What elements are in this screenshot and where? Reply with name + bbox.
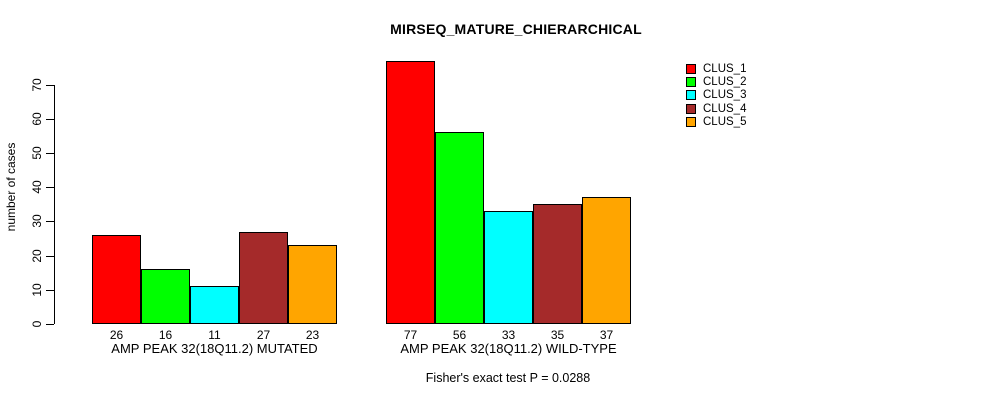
bar-value-label: 11 [208, 328, 221, 342]
bar-clus_4-group1 [239, 231, 288, 324]
bar-clus_2-group1 [141, 269, 190, 324]
bar-value-label: 56 [452, 328, 467, 342]
group-axis-label: AMP PEAK 32(18Q11.2) MUTATED [111, 341, 318, 356]
y-axis-title: number of cases [4, 142, 18, 232]
legend-label: CLUS_2 [703, 76, 747, 89]
y-axis-tick-mark [46, 84, 54, 86]
y-axis-tick-label: 30 [30, 214, 44, 229]
legend-swatch-icon [686, 117, 696, 128]
y-axis-tick-mark [46, 118, 54, 120]
fisher-test-annotation: Fisher's exact test P = 0.0288 [425, 371, 591, 385]
bar-value-label: 16 [158, 328, 173, 342]
bar-value-label: 35 [550, 328, 565, 342]
y-axis-tick-label: 10 [30, 283, 44, 297]
chart-title: MIRSEQ_MATURE_CHIERARCHICAL [390, 21, 642, 37]
y-axis-tick-mark [46, 153, 54, 154]
y-axis-tick-label: 70 [30, 77, 44, 92]
legend-label: CLUS_5 [703, 116, 747, 129]
legend: CLUS_1 CLUS_2 CLUS_3 CLUS_4 CLUS_5 [686, 62, 746, 129]
bar-clus_2-group2 [435, 132, 484, 324]
y-axis-tick-label: 40 [30, 180, 44, 194]
bar-clus_1-group1 [92, 235, 141, 324]
legend-label: CLUS_4 [703, 102, 747, 115]
legend-item: CLUS_2 [686, 75, 746, 88]
bar-value-label: 33 [501, 328, 516, 342]
bar-clus_4-group2 [533, 204, 582, 324]
bar-clus_5-group2 [582, 197, 631, 324]
y-axis-tick-mark [46, 255, 54, 257]
bar-clus_3-group2 [484, 211, 533, 324]
legend-item: CLUS_5 [686, 116, 746, 129]
y-axis-line [54, 84, 55, 324]
legend-label: CLUS_1 [703, 62, 747, 75]
y-axis-tick-label: 0 [30, 320, 44, 328]
group-axis-label: AMP PEAK 32(18Q11.2) WILD-TYPE [400, 341, 617, 356]
legend-item: CLUS_1 [686, 62, 746, 75]
y-axis-tick-label: 50 [30, 146, 44, 160]
legend-swatch-icon [686, 63, 696, 74]
y-axis-tick-mark [46, 187, 54, 189]
y-axis-tick-label: 20 [30, 248, 44, 263]
legend-label: CLUS_3 [703, 89, 747, 102]
bar-value-label: 77 [403, 328, 418, 342]
legend-swatch-icon [686, 103, 696, 114]
y-axis-tick-mark [46, 221, 54, 223]
legend-swatch-icon [686, 90, 696, 101]
bar-clus_5-group1 [288, 245, 337, 324]
legend-item: CLUS_3 [686, 89, 746, 102]
y-axis-tick-mark [46, 289, 54, 291]
bar-value-label: 26 [109, 328, 124, 342]
bar-clus_3-group1 [190, 286, 239, 324]
legend-swatch-icon [686, 77, 696, 88]
bar-value-label: 27 [256, 328, 271, 342]
bar-value-label: 23 [305, 328, 320, 342]
bar-value-label: 37 [599, 328, 614, 342]
y-axis-tick-label: 60 [30, 112, 44, 126]
legend-item: CLUS_4 [686, 102, 746, 115]
bar-clus_1-group2 [386, 60, 435, 324]
y-axis-tick-mark [46, 324, 54, 325]
